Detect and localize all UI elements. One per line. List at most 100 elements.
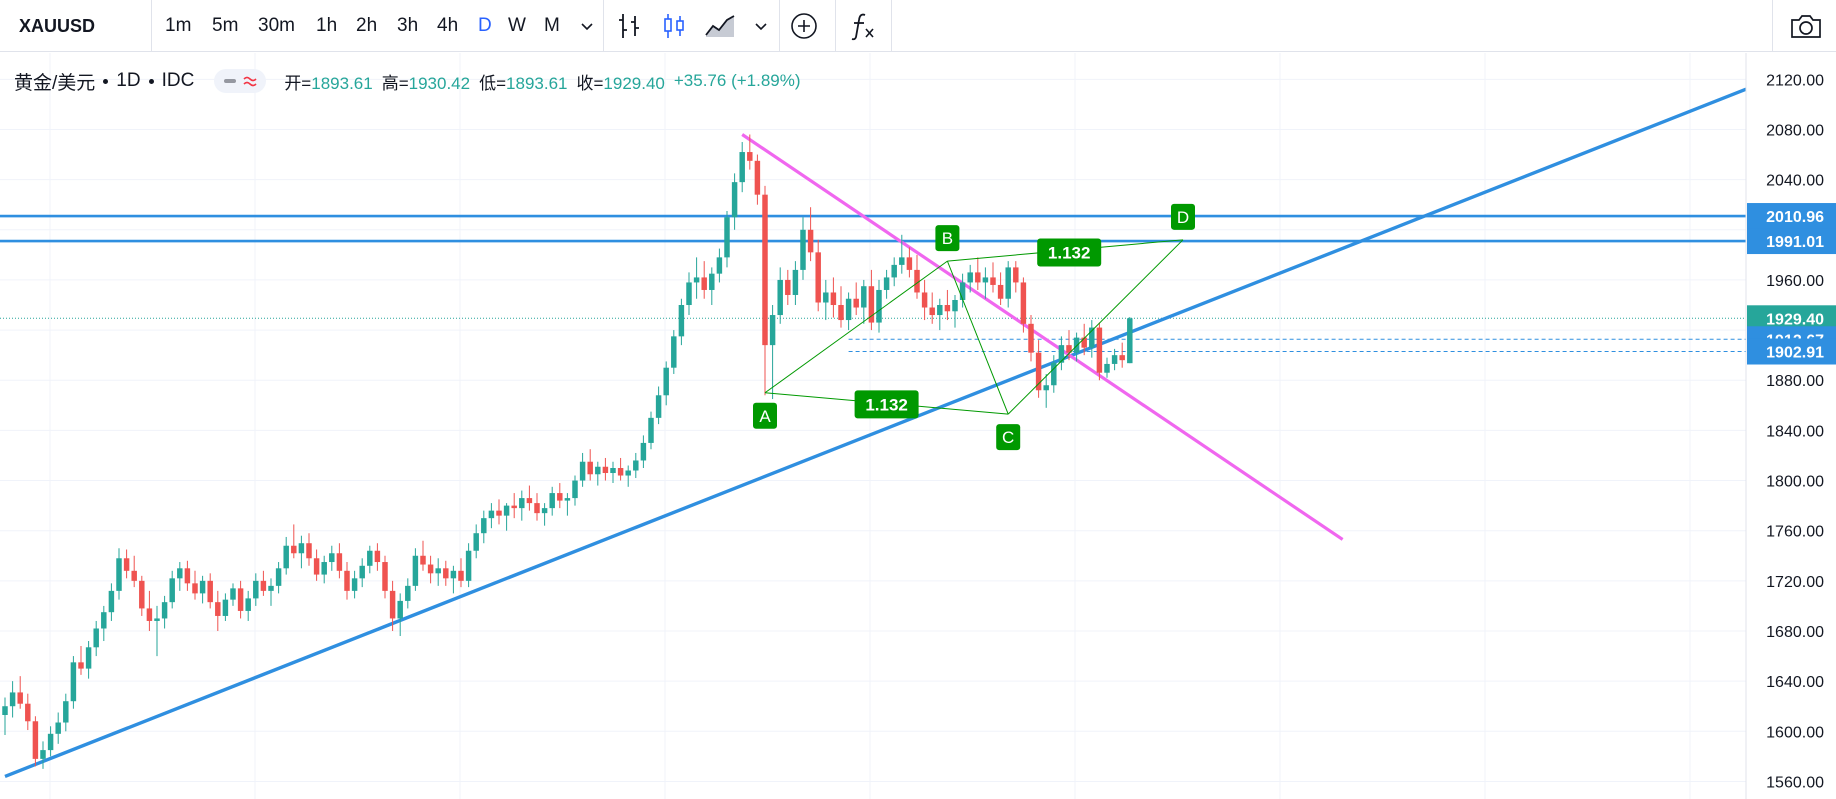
candle-body — [32, 721, 39, 759]
candle — [473, 524, 479, 559]
candle-body — [800, 229, 806, 270]
pattern-leg — [764, 260, 948, 394]
candle-body — [184, 568, 191, 584]
candle-body — [306, 543, 312, 559]
open-value: 1893.61 — [311, 73, 373, 93]
candle-body — [1028, 323, 1034, 353]
candle — [253, 573, 259, 606]
candle-body — [526, 498, 533, 504]
candle — [747, 134, 753, 170]
candle — [853, 282, 859, 316]
candle — [40, 741, 46, 769]
interval-5m[interactable]: 5m — [212, 15, 239, 36]
candle — [1066, 330, 1072, 361]
candlestick-icon[interactable] — [659, 0, 689, 52]
interval-d[interactable]: D — [478, 15, 492, 36]
candle — [1020, 277, 1027, 333]
candle — [587, 449, 593, 481]
candle — [800, 217, 806, 280]
price-tick-label: 2120.00 — [1766, 72, 1824, 89]
candle — [891, 257, 897, 287]
interval-30m[interactable]: 30m — [258, 15, 295, 36]
candle-body — [275, 568, 282, 586]
function-icon[interactable] — [846, 0, 880, 52]
candle — [70, 656, 77, 709]
candlestick-series — [2, 134, 1133, 769]
candle-body — [914, 269, 920, 293]
candle — [1119, 342, 1125, 368]
interval-3h[interactable]: 3h — [397, 15, 419, 36]
candle-body — [648, 417, 654, 443]
candle — [1035, 340, 1042, 398]
candle — [367, 545, 373, 574]
support-trendline — [4, 87, 1747, 779]
candle-body — [458, 570, 464, 581]
candle — [450, 565, 457, 594]
candle-body — [724, 217, 730, 258]
interval-1h[interactable]: 1h — [316, 15, 338, 36]
candle — [914, 254, 920, 299]
candle-body — [351, 578, 358, 591]
interval-2h[interactable]: 2h — [356, 15, 378, 36]
candle — [572, 475, 578, 506]
toolbar-divider — [835, 0, 836, 52]
pattern-point-label: A — [759, 407, 771, 426]
candle-body — [139, 580, 145, 609]
candle — [579, 452, 586, 487]
pattern-point-b: B — [935, 225, 960, 252]
interval-1m[interactable]: 1m — [165, 15, 192, 36]
candle-body — [488, 510, 495, 519]
candle — [268, 578, 274, 606]
candle — [633, 452, 639, 479]
candle-body — [671, 336, 677, 368]
area-chart-icon[interactable] — [703, 0, 737, 52]
candle-body — [937, 305, 943, 316]
symbol-search[interactable]: XAUUSD — [19, 16, 96, 36]
ratio-box — [1037, 238, 1102, 267]
candle-body — [1111, 355, 1118, 364]
candle-body — [792, 269, 799, 295]
candle — [1127, 317, 1133, 364]
candle-body — [78, 662, 84, 669]
candle — [275, 562, 282, 594]
candle — [1058, 336, 1065, 371]
candle — [1013, 261, 1019, 293]
pattern-ratio-label: 1.132 — [1037, 238, 1102, 267]
price-tick-label: 1800.00 — [1766, 474, 1824, 491]
candle — [1043, 373, 1049, 408]
price-tag-box — [1747, 338, 1836, 365]
candle-body — [40, 750, 46, 759]
candle-body — [101, 612, 107, 629]
candle — [944, 289, 951, 321]
candle-body — [344, 570, 350, 591]
top-toolbar: XAUUSD 1m 5m 30m 1h 2h 3h 4h D W M — [0, 0, 1836, 52]
candle — [526, 485, 533, 511]
candle-body — [465, 550, 472, 581]
legend-status-pill[interactable] — [214, 69, 267, 93]
price-axis[interactable]: 1560.00 1600.00 1640.00 1680.00 1720.00 1760.… — [1745, 53, 1836, 799]
interval-4h[interactable]: 4h — [437, 15, 459, 36]
camera-icon[interactable] — [1782, 0, 1830, 52]
candle — [329, 545, 335, 571]
legend-open: 开=1893.61 — [284, 69, 372, 94]
candle — [161, 595, 168, 629]
candle — [868, 269, 875, 331]
price-chart[interactable]: A B C D 1.132 1.132 1560.00 1600.00 1640.00 1680… — [0, 53, 1836, 799]
candle — [937, 298, 943, 331]
candle — [465, 543, 472, 588]
candle-body — [716, 257, 723, 274]
chevron-down-icon[interactable] — [577, 0, 597, 52]
candle-body — [2, 706, 8, 715]
candle-body — [192, 583, 198, 594]
candle-body — [116, 558, 122, 591]
price-tick-label: 1880.00 — [1766, 373, 1824, 390]
candle-body — [473, 533, 479, 551]
interval-m[interactable]: M — [544, 15, 560, 36]
candle-body — [321, 562, 327, 575]
bar-chart-icon[interactable] — [615, 0, 645, 52]
chevron-down-icon[interactable] — [751, 0, 771, 52]
candle — [321, 555, 327, 584]
add-indicator-icon[interactable] — [787, 0, 821, 52]
candle-body — [595, 466, 601, 475]
interval-w[interactable]: W — [508, 15, 526, 36]
